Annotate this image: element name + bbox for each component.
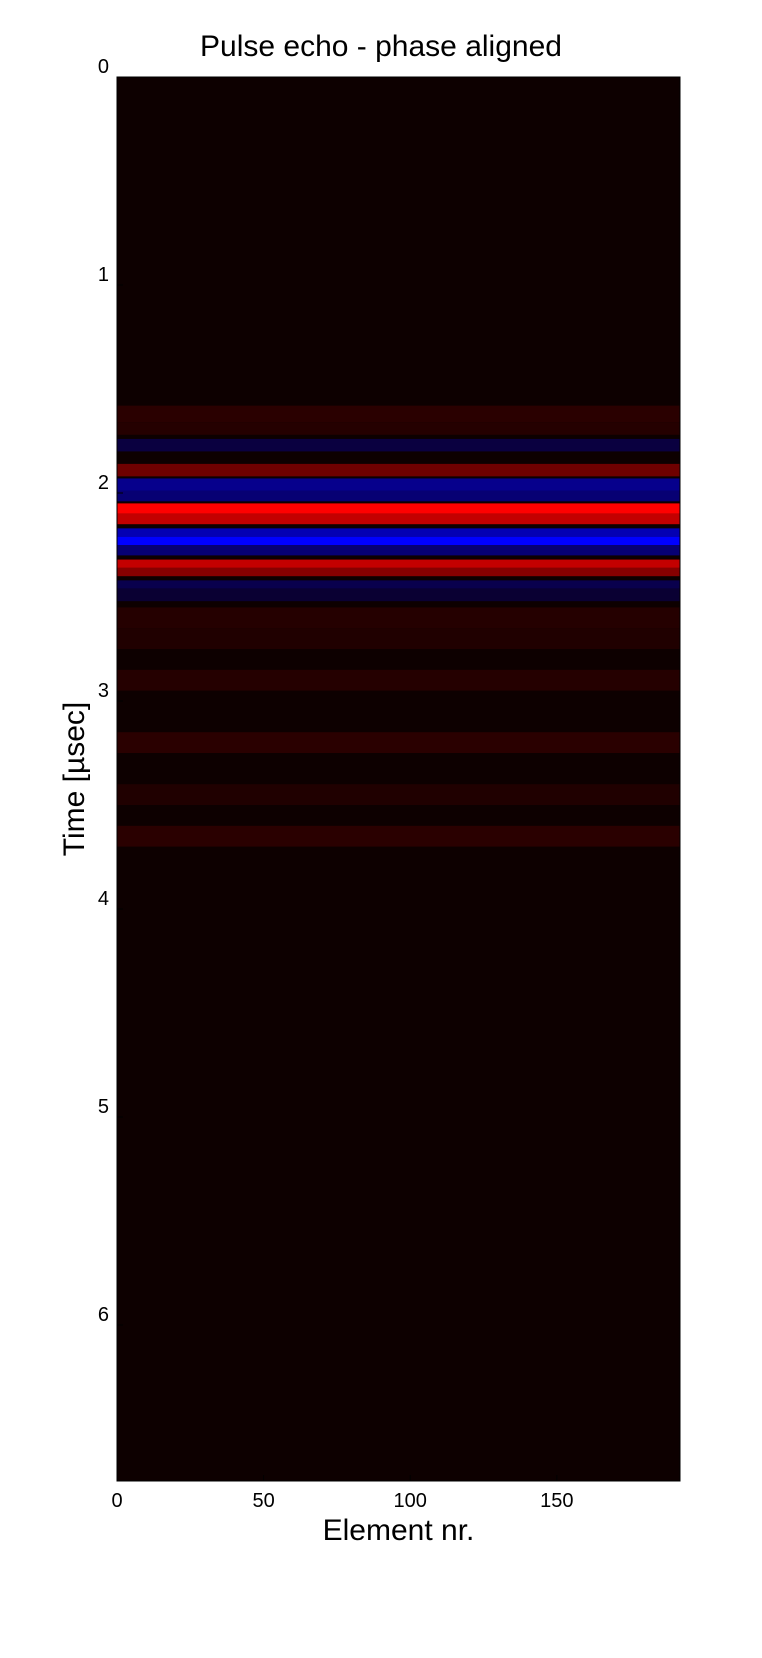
y-tick-label: 4 (98, 888, 109, 910)
heatmap-band (117, 628, 680, 649)
heatmap-band (117, 826, 680, 847)
y-tick-label: 2 (98, 472, 109, 494)
heatmap-band (117, 464, 680, 476)
heatmap-band (117, 732, 680, 753)
y-tick-label: 0 (98, 56, 109, 78)
heatmap-band (117, 406, 680, 423)
heatmap-background (117, 77, 680, 1481)
heatmap-band (117, 537, 680, 545)
heatmap-band (117, 670, 680, 691)
plot-area (117, 77, 680, 1481)
y-tick-label: 6 (98, 1304, 109, 1326)
heatmap-band (117, 589, 680, 601)
heatmap-band (117, 478, 680, 490)
heatmap-band (117, 491, 680, 501)
heatmap-band (117, 422, 680, 434)
x-tick-label: 150 (540, 1490, 573, 1512)
y-tick-label: 5 (98, 1096, 109, 1118)
heatmap-band (117, 607, 680, 628)
heatmap-band (117, 439, 680, 451)
heatmap-band (117, 560, 680, 568)
heatmap-band (117, 580, 680, 588)
x-tick-label: 50 (252, 1490, 274, 1512)
x-axis-label: Element nr. (117, 1514, 680, 1548)
x-tick-label: 0 (111, 1490, 122, 1512)
heatmap-band (117, 545, 680, 555)
x-tick-label: 100 (394, 1490, 427, 1512)
heatmap-band (117, 784, 680, 805)
y-tick-label: 1 (98, 264, 109, 286)
y-axis-label: Time [µsec] (58, 702, 92, 857)
heatmap-band (117, 528, 680, 536)
heatmap-band (117, 568, 680, 576)
y-tick-label: 3 (98, 680, 109, 702)
heatmap-band (117, 503, 680, 513)
heatmap-band (117, 514, 680, 524)
